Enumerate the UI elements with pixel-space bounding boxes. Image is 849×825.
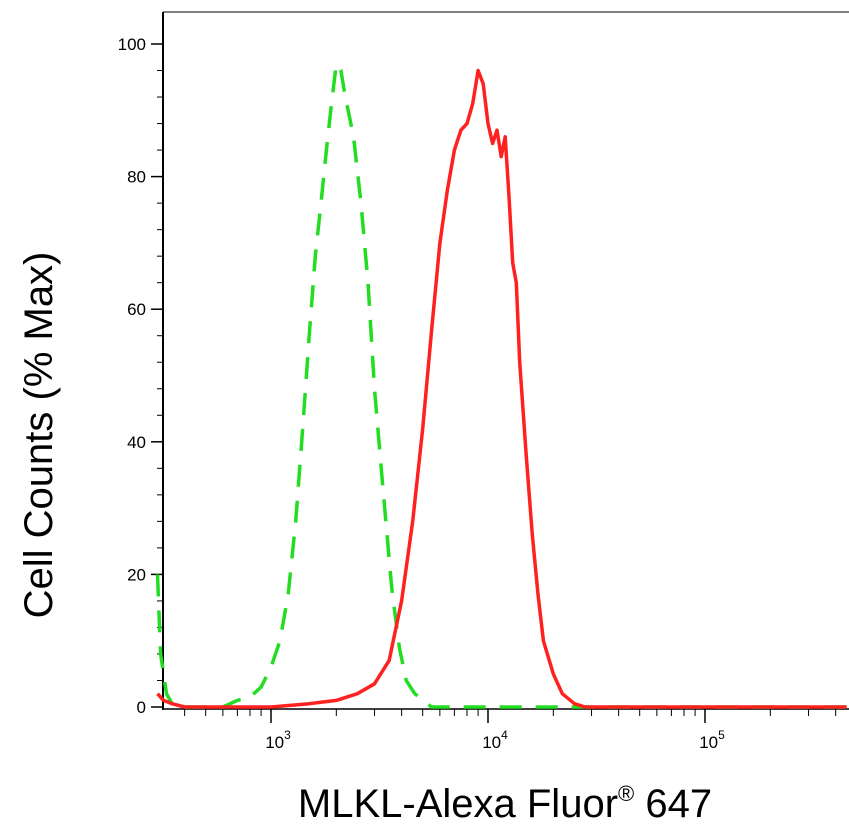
y-tick-label: 0: [137, 698, 146, 717]
y-tick-label: 60: [127, 300, 146, 319]
x-tick-label: 103: [265, 728, 291, 752]
x-tick-label-exponent: 3: [284, 728, 291, 742]
y-tick-label: 80: [127, 168, 146, 187]
x-tick-label-base: 10: [482, 733, 501, 752]
x-axis-title-suffix: 647: [634, 782, 712, 825]
y-tick-label: 100: [118, 35, 146, 54]
sample-solid-line: [156, 68, 847, 709]
x-tick-label: 105: [699, 728, 725, 752]
series-layer: [155, 62, 847, 709]
x-axis-title: MLKL-Alexa Fluor® 647: [298, 781, 712, 825]
isotype-control-dashed-line: [155, 62, 847, 709]
plot-frame: [162, 11, 849, 710]
y-tick-label: 40: [127, 433, 146, 452]
x-axis-title-registered-mark: ®: [618, 781, 634, 806]
x-axis-title-main: MLKL-Alexa Fluor: [298, 782, 618, 825]
y-axis-title: Cell Counts (% Max): [17, 252, 61, 619]
y-tick-label: 20: [127, 565, 146, 584]
x-tick-label-base: 10: [265, 733, 284, 752]
x-tick-label-exponent: 4: [501, 728, 508, 742]
x-tick-label-base: 10: [699, 733, 718, 752]
x-axis-ticks: 103 104 105: [184, 709, 837, 752]
y-axis-ticks: 0 20 40 60 80 100: [118, 35, 163, 717]
x-tick-label: 104: [482, 728, 508, 752]
x-tick-label-exponent: 5: [718, 728, 725, 742]
